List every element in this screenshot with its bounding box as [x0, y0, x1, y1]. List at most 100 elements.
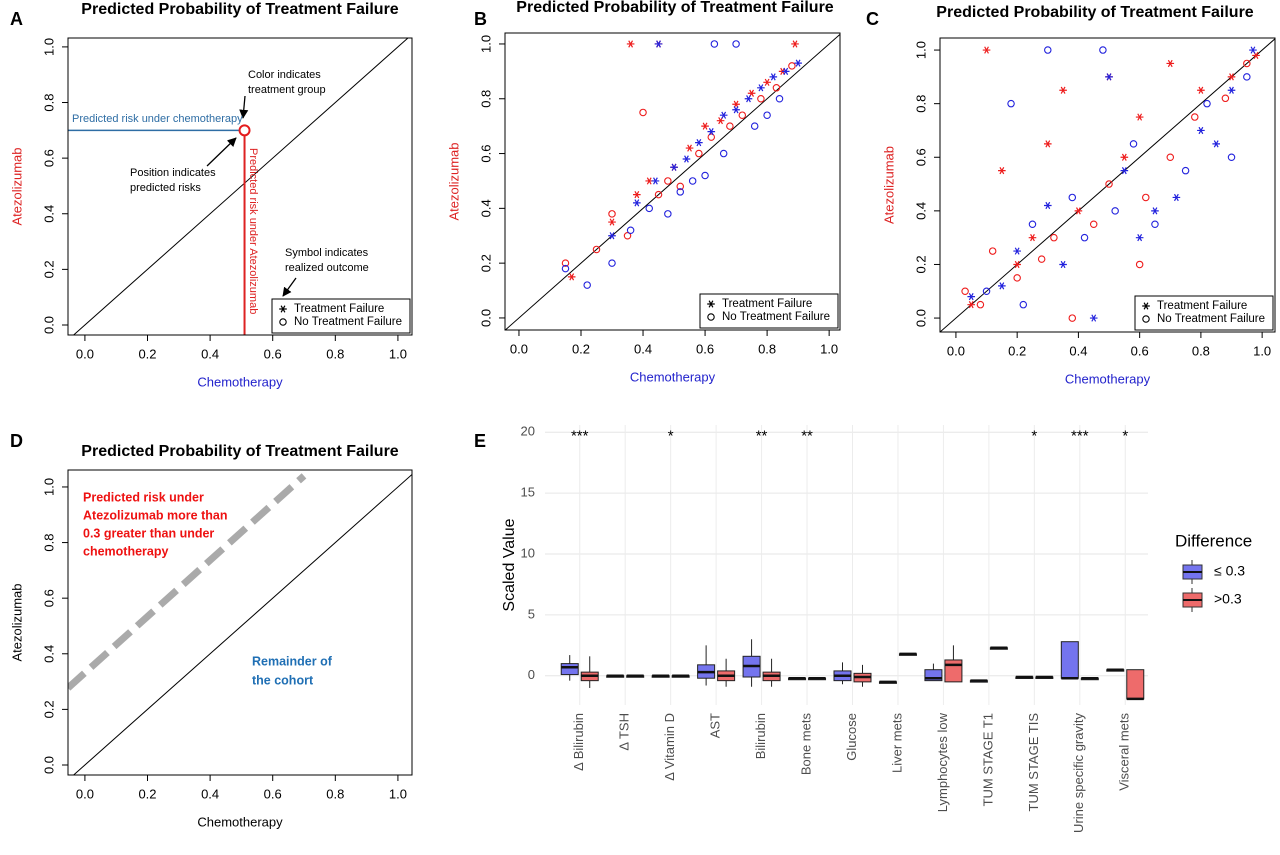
legend-label: Treatment Failure	[722, 298, 812, 310]
point	[967, 301, 976, 309]
y-tick-label: 0.0	[478, 309, 493, 327]
legend-label: Treatment Failure	[294, 303, 384, 315]
point	[781, 67, 790, 75]
point	[726, 122, 734, 130]
significance: ***	[1071, 427, 1089, 444]
point	[651, 177, 660, 185]
legend-marker	[1142, 315, 1150, 323]
panel-label: E	[474, 431, 486, 451]
x-axis-label: Chemotherapy	[1065, 371, 1151, 386]
y-tick-label: 20	[521, 424, 535, 439]
chart-title: Predicted Probability of Treatment Failu…	[516, 0, 834, 16]
point	[961, 287, 969, 296]
x-axis-label: Chemotherapy	[630, 369, 716, 384]
y-tick-label: 0.4	[478, 199, 493, 217]
y-tick-label: 0.6	[478, 145, 493, 163]
x-tick-label: 0.2	[138, 786, 156, 801]
point	[1013, 247, 1021, 255]
point	[1043, 201, 1052, 210]
plot-area	[68, 473, 412, 775]
x-tick-label: 0.4	[201, 786, 219, 801]
point	[633, 199, 641, 207]
significance: *	[1031, 427, 1037, 444]
point	[1227, 73, 1236, 81]
point	[763, 111, 771, 119]
legend-marker	[707, 313, 715, 321]
point	[1142, 193, 1150, 202]
y-tick-label: 0.6	[41, 589, 56, 607]
point	[1089, 314, 1098, 322]
x-tick-label: 1.0	[1253, 343, 1271, 358]
chart-title: Predicted Probability of Treatment Failu…	[81, 1, 399, 18]
point	[583, 281, 591, 289]
point	[750, 122, 759, 130]
point	[1227, 153, 1236, 162]
y-tick-label: 5	[528, 606, 535, 621]
point	[775, 95, 784, 103]
point	[1243, 73, 1251, 81]
x-tick-label: TUM STAGE TIS	[1026, 713, 1041, 812]
point	[1249, 46, 1257, 54]
point	[608, 210, 616, 218]
box	[1126, 669, 1145, 700]
point	[623, 231, 632, 240]
point	[1166, 59, 1175, 68]
annotation: Remainder of	[252, 654, 333, 668]
point	[664, 177, 672, 185]
plot-frame	[504, 32, 841, 331]
legend-label: Treatment Failure	[1157, 300, 1247, 312]
point	[982, 287, 991, 296]
point	[676, 188, 685, 196]
significance: **	[801, 427, 813, 444]
point	[707, 133, 716, 141]
point	[738, 111, 747, 119]
x-tick-label: 0.2	[138, 346, 156, 361]
y-tick-label: 0.4	[41, 205, 56, 223]
x-tick-label: 1.0	[389, 786, 407, 801]
plot-area	[73, 38, 409, 335]
point	[1172, 193, 1181, 202]
point	[645, 204, 653, 213]
point	[633, 191, 641, 199]
point	[626, 226, 635, 235]
x-tick-label: Urine specific gravity	[1071, 713, 1086, 833]
y-axis-label: Atezolizumab	[881, 146, 896, 224]
point	[757, 84, 765, 92]
legend-box	[699, 293, 839, 329]
point	[1197, 126, 1205, 135]
annotation: Predicted risk under chemotherapy	[72, 113, 243, 125]
point	[788, 62, 796, 70]
x-tick-label: Δ TSH	[617, 713, 632, 751]
legend-label: No Treatment Failure	[1157, 313, 1265, 325]
point	[1111, 207, 1119, 215]
point	[1120, 153, 1129, 161]
x-tick-label: Δ Bilirubin	[571, 713, 586, 771]
box	[924, 669, 943, 682]
point	[1120, 167, 1129, 175]
x-tick-label: 0.2	[1008, 343, 1026, 358]
point	[1099, 46, 1107, 54]
box	[944, 659, 963, 683]
point	[1080, 233, 1089, 242]
diagonal	[73, 38, 409, 335]
point	[1129, 140, 1138, 148]
point	[1059, 86, 1067, 94]
point	[1221, 94, 1230, 103]
point	[998, 282, 1006, 290]
legend-box	[1134, 295, 1274, 331]
legend-label: No Treatment Failure	[294, 316, 402, 328]
y-tick-label: 0.4	[913, 202, 928, 220]
point	[744, 95, 753, 103]
x-tick-label: 0.8	[326, 786, 344, 801]
y-tick-label: 0.2	[41, 700, 56, 718]
y-tick-label: 0.0	[41, 756, 56, 774]
legend-box	[271, 298, 411, 334]
point	[1013, 274, 1021, 282]
point	[654, 190, 663, 199]
y-tick-label: 1.0	[913, 41, 928, 59]
point	[1197, 86, 1205, 94]
point	[976, 300, 985, 309]
significance: *	[668, 427, 674, 444]
chart-title: Predicted Probability of Treatment Failu…	[81, 443, 399, 460]
point	[682, 155, 691, 163]
